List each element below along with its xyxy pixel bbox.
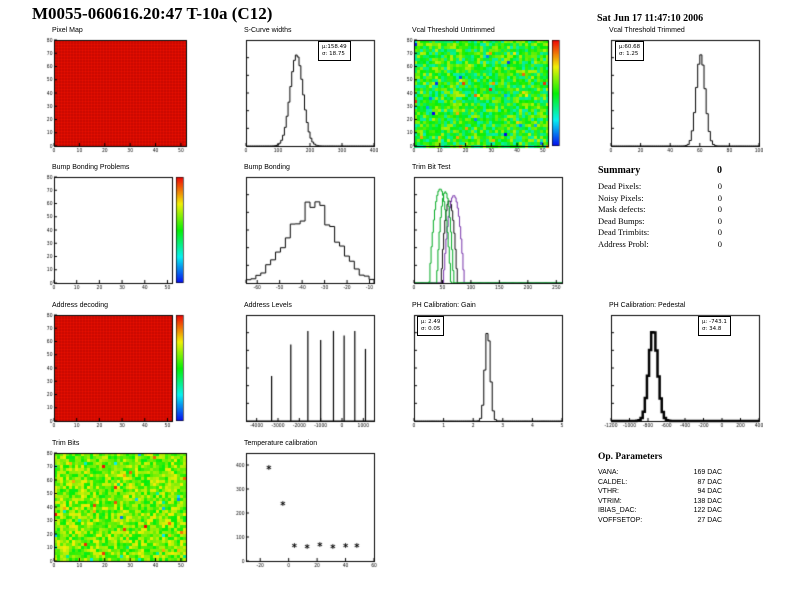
bump-problems-canvas <box>38 173 190 295</box>
summary-row: Dead Bumps: 0 <box>598 216 722 228</box>
op-parameter-label: VTRIM: <box>598 497 622 505</box>
summary-heading-row: Summary 0 <box>598 165 722 176</box>
op-parameter-value: 169 DAC <box>693 469 722 476</box>
summary-row: Dead Trimbits: 0 <box>598 227 722 239</box>
stats-box-vcal-trimmed: μ:60.68 σ: 1.25 <box>615 41 645 61</box>
op-parameter-row: CALDEL: 87 DAC <box>598 478 722 488</box>
summary-row: Mask defects: 0 <box>598 204 722 216</box>
scurve-canvas <box>230 36 378 158</box>
op-parameter-row: VANA: 169 DAC <box>598 468 722 478</box>
plot-title-trim-bit-test: Trim Bit Test <box>412 164 451 171</box>
op-parameter-row: VTRIM: 138 DAC <box>598 497 722 507</box>
summary-row-label: Mask defects: <box>598 204 646 214</box>
op-parameter-row: IBIAS_DAC: 122 DAC <box>598 506 722 516</box>
op-parameter-value: 138 DAC <box>693 497 722 505</box>
plot-title-vcal-untrimmed: Vcal Threshold Untrimmed <box>412 27 495 34</box>
trim-bit-test-canvas <box>398 173 566 295</box>
op-parameter-value: 27 DAC <box>697 516 722 524</box>
summary-row-value: 0 <box>717 238 722 249</box>
plot-title-bump-problems: Bump Bonding Problems <box>52 164 130 171</box>
summary-row: Dead Pixels: 0 <box>598 181 722 193</box>
stats-sigma: σ: 1.25 <box>619 51 639 57</box>
plot-title-scurve: S-Curve widths <box>244 27 292 34</box>
summary-row: Noisy Pixels: 0 <box>598 193 722 205</box>
stats-box-scurve: μ:158.49 σ: 18.75 <box>318 41 351 61</box>
op-parameter-value: 87 DAC <box>697 478 722 486</box>
summary-row-value: 0 <box>717 227 722 237</box>
summary-block: Summary 0 Dead Pixels: 0 Noisy Pixels: 0… <box>598 165 722 250</box>
plot-title-trim-bits: Trim Bits <box>52 440 80 447</box>
op-parameters-block: Op. Parameters VANA: 169 DAC CALDEL: 87 … <box>598 452 722 525</box>
summary-total: 0 <box>717 165 722 176</box>
op-parameter-label: VOFFSETOP: <box>598 516 643 524</box>
summary-row-label: Dead Bumps: <box>598 215 645 226</box>
plot-title-address-levels: Address Levels <box>244 302 292 309</box>
op-parameter-label: VANA: <box>598 469 619 476</box>
summary-row-label: Noisy Pixels: <box>598 192 644 203</box>
temperature-calibration-canvas <box>230 449 378 573</box>
bump-bonding-canvas <box>230 173 378 295</box>
op-parameter-row: VOFFSETOP: 27 DAC <box>598 516 722 526</box>
plot-title-vcal-trimmed: Vcal Threshold Trimmed <box>609 27 685 34</box>
plot-title-pixel-map: Pixel Map <box>52 27 83 34</box>
summary-row-label: Dead Pixels: <box>598 181 642 191</box>
timestamp: Sat Jun 17 11:47:10 2006 <box>597 13 704 24</box>
op-parameter-value: 94 DAC <box>697 488 722 495</box>
pixel-map-canvas <box>38 36 190 158</box>
trim-bits-canvas <box>38 449 190 573</box>
stats-mu: μ:158.49 <box>322 44 347 50</box>
stats-sigma: σ: 18.75 <box>322 51 345 57</box>
stats-sigma: σ: 0.05 <box>421 326 441 332</box>
plot-title-ph-gain: PH Calibration: Gain <box>412 302 476 309</box>
plot-title-ph-pedestal: PH Calibration: Pedestal <box>609 302 686 309</box>
op-parameter-label: CALDEL: <box>598 478 628 486</box>
summary-row: Address Probl: 0 <box>598 239 722 251</box>
ph-pedestal-canvas <box>595 311 763 433</box>
page-title: M0055-060616.20:47 T-10a (C12) <box>32 4 273 23</box>
stats-mu: μ:60.68 <box>619 44 641 50</box>
vcal-untrimmed-canvas <box>398 36 566 158</box>
op-parameter-label: IBIAS_DAC: <box>598 507 637 514</box>
address-decoding-canvas <box>38 311 190 433</box>
summary-row-value: 0 <box>717 192 722 203</box>
summary-row-value: 0 <box>717 215 722 226</box>
stats-mu: μ: 2.49 <box>421 319 441 325</box>
stats-box-ph-gain: μ: 2.49 σ: 0.05 <box>417 316 445 336</box>
op-parameter-row: VTHR: 94 DAC <box>598 487 722 497</box>
stats-sigma: σ: 34.8 <box>702 326 722 332</box>
stats-mu: μ: -743.1 <box>702 319 727 325</box>
plot-title-temperature: Temperature calibration <box>244 440 318 447</box>
op-parameter-value: 122 DAC <box>693 507 722 514</box>
summary-heading: Summary <box>598 165 641 176</box>
op-parameters-heading: Op. Parameters <box>598 452 663 462</box>
summary-row-label: Dead Trimbits: <box>598 227 650 237</box>
summary-row-value: 0 <box>717 204 722 214</box>
stats-box-ph-pedestal: μ: -743.1 σ: 34.8 <box>698 316 731 336</box>
summary-row-value: 0 <box>717 181 722 191</box>
plot-title-bump-bonding: Bump Bonding <box>244 164 290 171</box>
address-levels-canvas <box>230 311 378 433</box>
summary-row-label: Address Probl: <box>598 238 649 249</box>
op-parameter-label: VTHR: <box>598 488 619 495</box>
plot-title-address-decoding: Address decoding <box>52 302 109 309</box>
